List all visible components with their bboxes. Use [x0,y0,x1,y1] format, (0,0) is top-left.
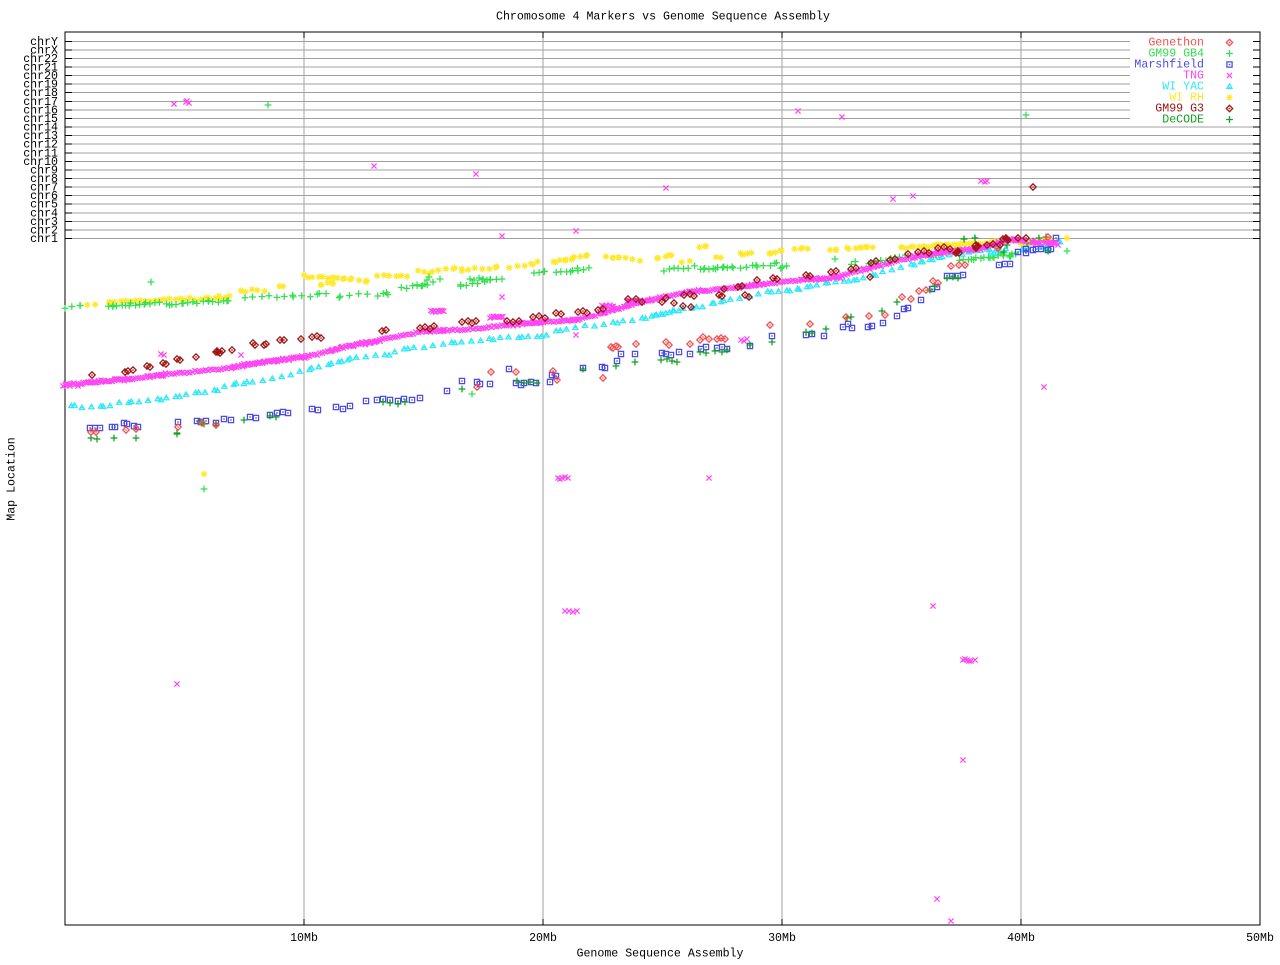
svg-text:20Mb: 20Mb [529,932,557,945]
svg-text:40Mb: 40Mb [1007,932,1035,945]
svg-text:chr10: chr10 [23,156,58,169]
svg-text:chr1: chr1 [30,233,58,246]
svg-text:chr12: chr12 [23,139,58,152]
svg-text:chrY: chrY [30,36,58,49]
svg-text:Marshfield: Marshfield [1134,59,1204,72]
svg-text:Genome Sequence Assembly: Genome Sequence Assembly [577,948,744,961]
svg-text:Chromosome 4 Markers vs Genome: Chromosome 4 Markers vs Genome Sequence … [496,11,830,24]
svg-text:DeCODE: DeCODE [1162,114,1204,127]
svg-text:GM99 GB4: GM99 GB4 [1148,48,1204,61]
svg-text:chr15: chr15 [23,113,58,126]
svg-text:chr11: chr11 [23,147,58,160]
svg-text:chr16: chr16 [23,104,58,117]
svg-text:chr4: chr4 [30,207,58,220]
svg-text:50Mb: 50Mb [1246,932,1274,945]
svg-text:chr22: chr22 [23,53,58,66]
svg-text:chr9: chr9 [30,164,58,177]
svg-text:chr6: chr6 [30,190,58,203]
svg-text:chr17: chr17 [23,96,58,109]
svg-text:TNG: TNG [1183,70,1204,83]
svg-text:chr13: chr13 [23,130,58,143]
svg-text:chr3: chr3 [30,216,58,229]
svg-text:GM99 G3: GM99 G3 [1155,103,1204,116]
svg-text:Map Location: Map Location [6,437,19,521]
svg-text:chr18: chr18 [23,87,58,100]
svg-text:chr20: chr20 [23,70,58,83]
svg-text:WI YAC: WI YAC [1162,81,1204,94]
svg-text:chr14: chr14 [23,122,58,135]
svg-text:chr19: chr19 [23,79,58,92]
svg-text:chr8: chr8 [30,173,58,186]
svg-text:chr21: chr21 [23,62,58,75]
svg-text:30Mb: 30Mb [768,932,796,945]
svg-text:chr7: chr7 [30,182,58,195]
svg-text:chrX: chrX [30,44,58,57]
svg-text:chr5: chr5 [30,199,58,212]
svg-text:WI RH: WI RH [1169,92,1204,105]
svg-text:Genethon: Genethon [1148,37,1204,50]
svg-text:chr2: chr2 [30,224,58,237]
svg-text:10Mb: 10Mb [290,932,318,945]
